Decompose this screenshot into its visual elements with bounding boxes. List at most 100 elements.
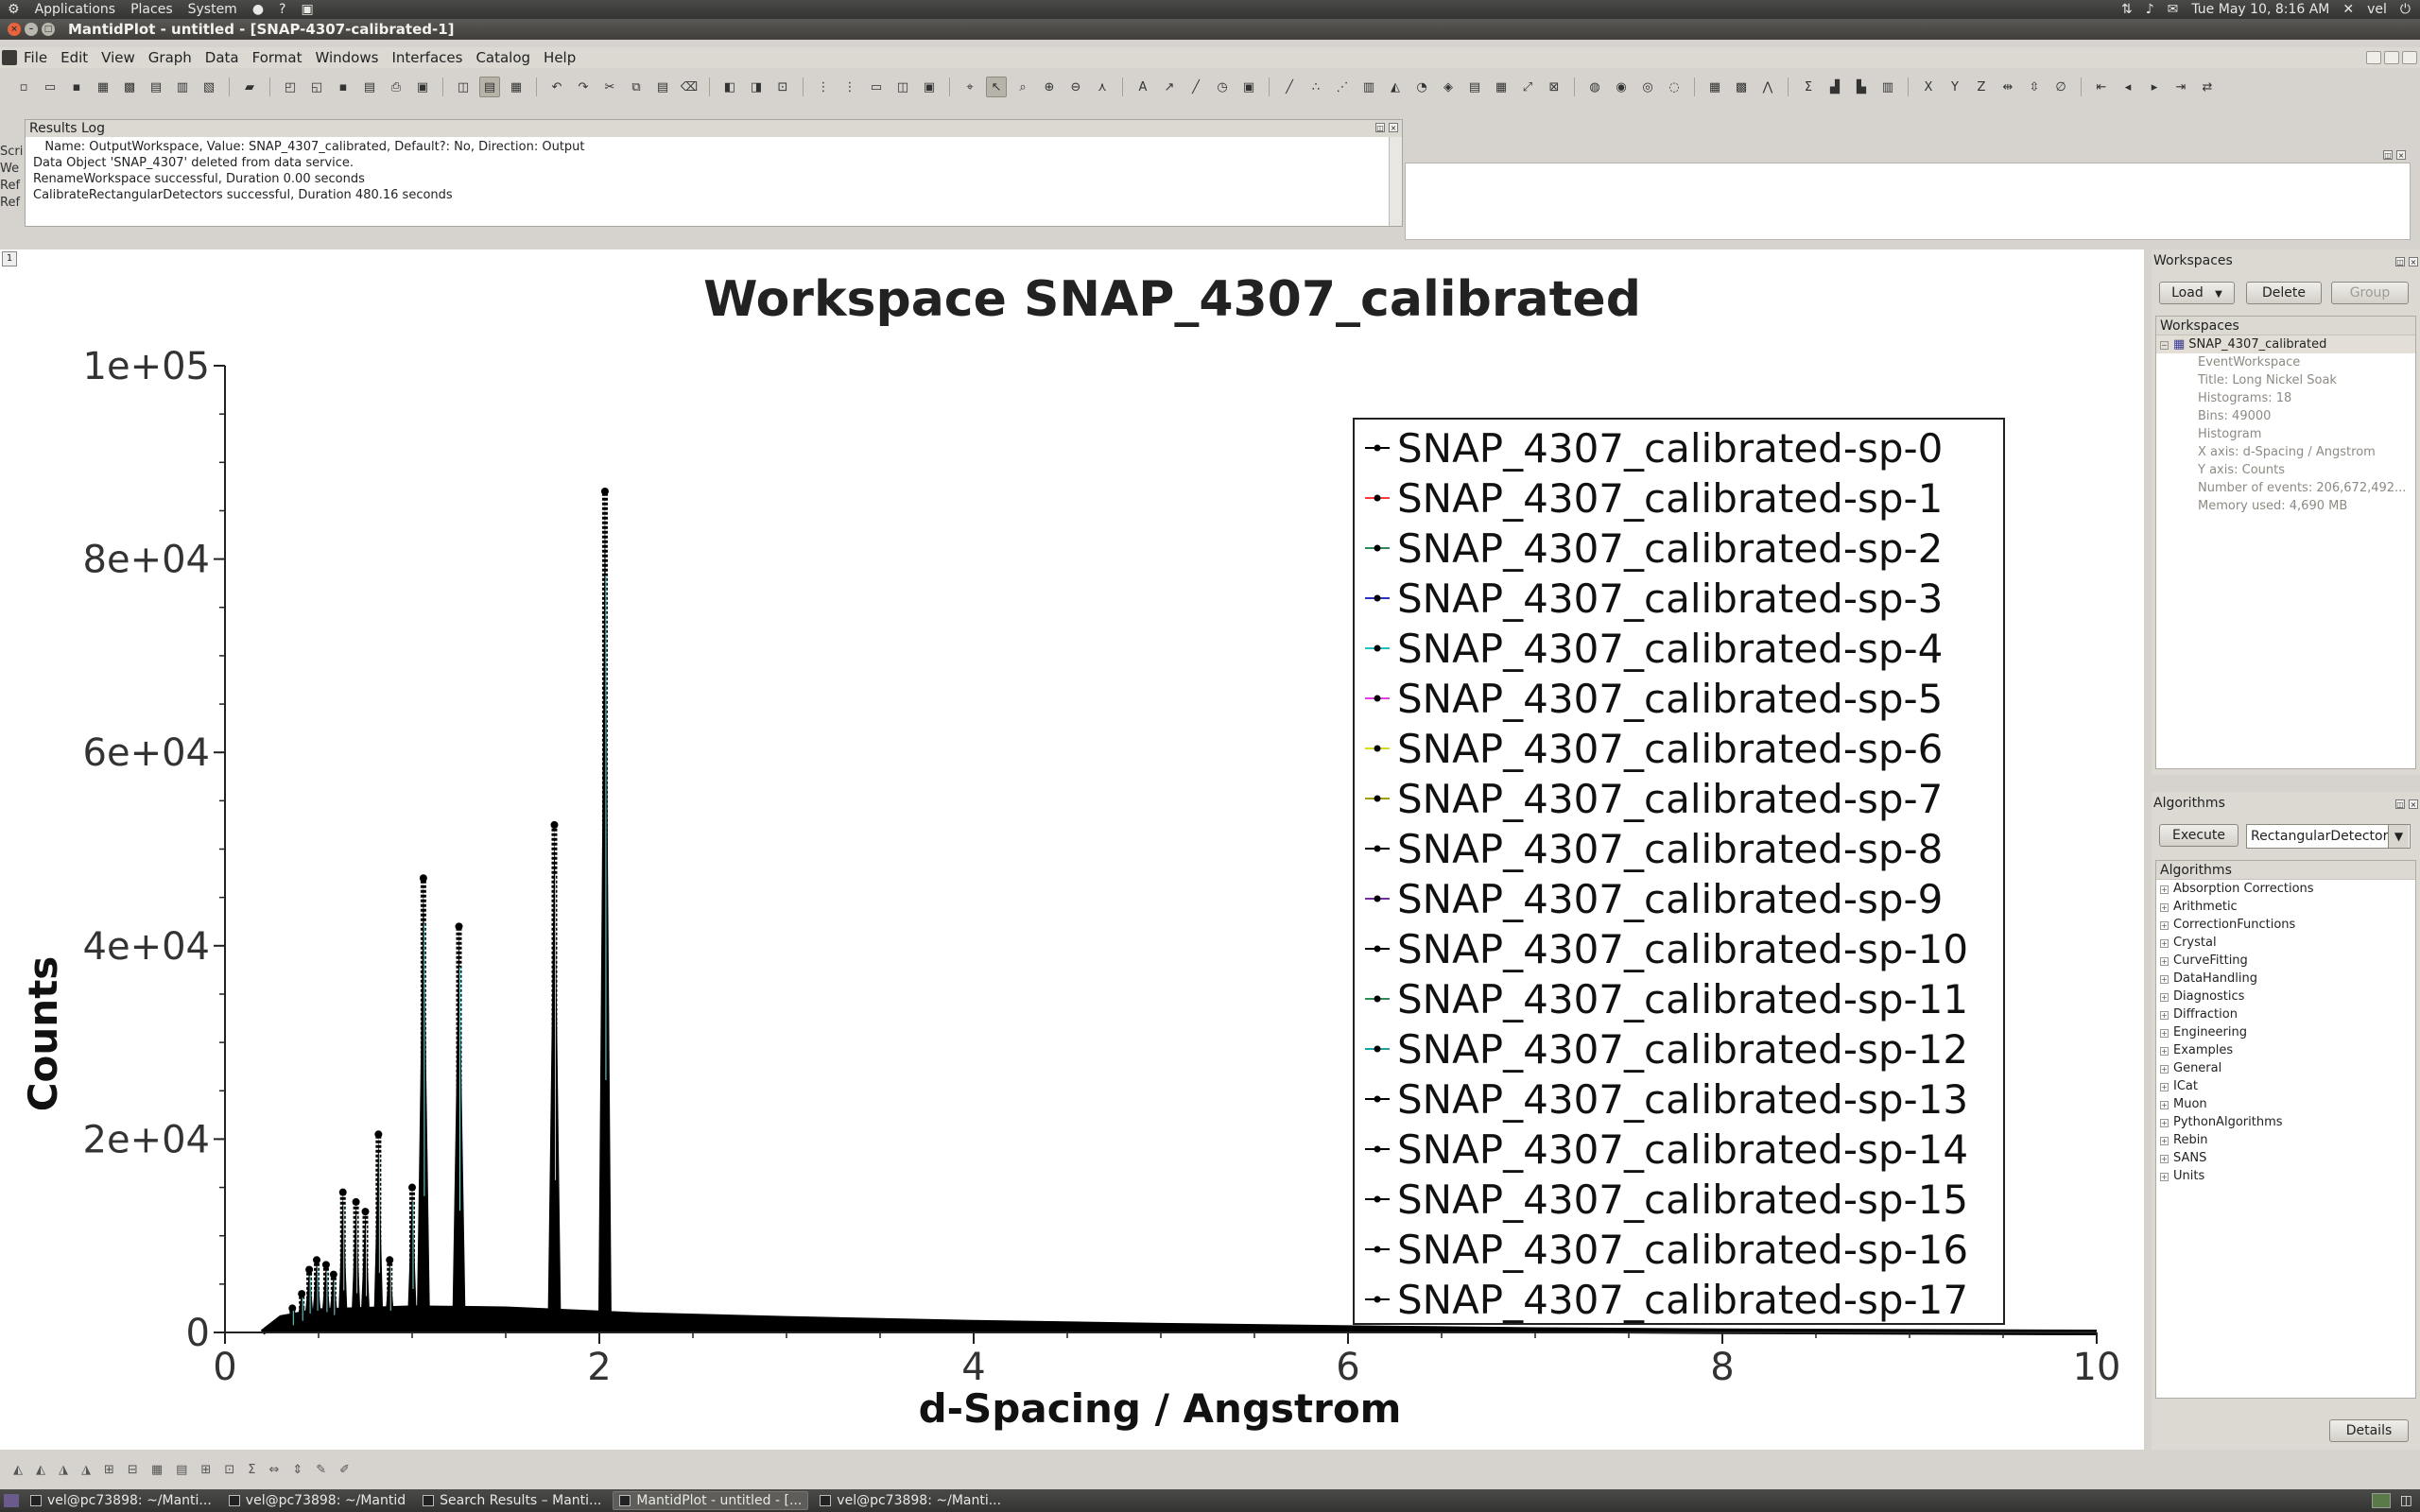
plot-3d-mesh-icon[interactable]: ◮ [81,1462,91,1477]
window-close-button[interactable]: × [8,23,21,36]
menu-file[interactable]: File [24,49,48,66]
algorithm-category[interactable]: + CorrectionFunctions [2156,916,2415,934]
plot-line-icon[interactable]: ╱ [1286,79,1293,94]
mdi-restore-button[interactable] [2384,51,2399,64]
help-launcher-icon[interactable]: ? [279,2,286,17]
save-as-icon[interactable]: ▪ [338,79,348,94]
plot-box-icon[interactable]: ⊠ [1548,79,1560,94]
sum-icon[interactable]: Σ [1804,79,1813,94]
plot-pie-icon[interactable]: ◔ [1416,79,1427,94]
set-x-column-icon[interactable]: X [1924,79,1933,94]
set-x-error-icon[interactable]: ⇹ [2002,79,2014,94]
power-icon[interactable]: ⏻ [2399,2,2411,17]
script-float-icon[interactable]: ◫ [2383,150,2393,160]
print-setup-icon[interactable]: ▤ [363,79,376,94]
row-stats-icon[interactable]: ▙ [1857,79,1866,94]
disregard-column-icon[interactable]: ∅ [2055,79,2066,94]
expand-icon[interactable]: + [2160,885,2169,894]
menu-edit[interactable]: Edit [60,49,89,66]
terminal-launcher-icon[interactable]: ▣ [301,2,314,17]
gnome-foot-icon[interactable]: ⚙ [8,2,20,17]
plot-3d-points-icon[interactable]: ⊞ [104,1462,114,1477]
reset-icon[interactable]: ✐ [339,1462,351,1477]
console-icon[interactable]: ▦ [510,79,523,94]
import-ascii-icon[interactable]: ◱ [310,79,323,94]
algorithm-category[interactable]: + ICat [2156,1077,2415,1095]
open-project-icon[interactable]: ▭ [43,79,57,94]
menu-interfaces[interactable]: Interfaces [391,49,463,66]
plot-columns-icon[interactable]: ▥ [1881,79,1894,94]
algorithm-search-dropdown-icon[interactable]: ▼ [2388,825,2409,848]
taskbar-item[interactable]: vel@pc73898: ~/Manti... [25,1491,217,1510]
algorithm-tree[interactable]: Algorithms + Absorption Corrections + Arith… [2155,860,2416,1399]
undo-icon[interactable]: ↶ [551,79,562,94]
clock-icon[interactable]: ◷ [1217,79,1228,94]
last-icon[interactable]: ⇥ [2175,79,2187,94]
results-log-text[interactable]: Name: OutputWorkspace, Value: SNAP_4307_… [26,137,1402,205]
workspace-item[interactable]: − ▦ SNAP_4307_calibrated [2156,335,2415,353]
plot-surface-icon[interactable]: ⋀ [1762,79,1773,94]
add-function-icon[interactable]: ⋮ [843,79,856,94]
menu-graph[interactable]: Graph [147,49,192,66]
algorithm-category[interactable]: + Arithmetic [2156,898,2415,916]
algorithm-category[interactable]: + Examples [2156,1041,2415,1059]
plot-3d-icon[interactable]: ◈ [1443,79,1453,94]
plot-area-icon[interactable]: ◭ [1391,79,1400,94]
algorithms-float-icon[interactable]: ◫ [2395,799,2405,809]
expand-icon[interactable]: + [2160,957,2169,966]
expand-icon[interactable]: + [2160,1137,2169,1145]
plot-vector-icon[interactable]: ⤢ [1522,79,1533,94]
algorithm-category[interactable]: + Absorption Corrections [2156,880,2415,898]
script-close-icon[interactable]: × [2396,150,2406,160]
export-pdf-icon[interactable]: ▣ [416,79,429,94]
results-log-float-icon[interactable]: ◫ [1375,123,1385,132]
menu-data[interactable]: Data [204,49,239,66]
algorithms-close-icon[interactable]: × [2409,799,2418,809]
matrix-icon[interactable]: ▦ [150,1462,164,1477]
new-function-icon[interactable]: ▧ [202,79,216,94]
workspaces-close-icon[interactable]: × [2409,257,2418,266]
paste-icon[interactable]: ▤ [656,79,669,94]
frame-icon[interactable]: ⇔ [268,1462,280,1477]
print-icon[interactable]: ⎙ [390,79,402,94]
expand-icon[interactable]: + [2160,1155,2169,1163]
set-y-column-icon[interactable]: Y [1951,79,1959,94]
legend-icon[interactable]: ▭ [870,79,883,94]
plot-3d-hidden-line-icon[interactable]: ◭ [36,1462,45,1477]
algorithm-category[interactable]: + Muon [2156,1095,2415,1113]
expand-icon[interactable]: + [2160,1011,2169,1020]
new-note-icon[interactable]: ▤ [149,79,163,94]
applications-menu[interactable]: Applications [34,2,116,17]
plot-3d-bars-icon[interactable]: ◉ [1616,79,1627,94]
save-project-icon[interactable]: ▪ [72,79,81,94]
zoom-out-icon[interactable]: ⊖ [1070,79,1081,94]
mail-icon[interactable]: ✉ [2167,2,2179,17]
algorithm-category[interactable]: + Rebin [2156,1131,2415,1149]
expand-icon[interactable]: + [2160,1173,2169,1181]
algorithm-category[interactable]: + Units [2156,1167,2415,1185]
previous-icon[interactable]: ◂ [2124,79,2132,94]
redo-icon[interactable]: ↷ [578,79,589,94]
execute-button[interactable]: Execute [2159,824,2238,847]
perspective-icon[interactable]: ✎ [316,1462,327,1477]
expand-icon[interactable]: + [2160,993,2169,1002]
add-layer-icon[interactable]: ◧ [723,79,736,94]
results-log-scrollbar[interactable] [1389,137,1402,226]
sum-icon[interactable]: Σ [248,1462,256,1477]
arrow-tool-icon[interactable]: ↗ [1164,79,1175,94]
axes-icon[interactable]: ⊡ [224,1462,235,1477]
window-maximize-button[interactable]: □ [42,23,55,36]
algorithm-category[interactable]: + Crystal [2156,934,2415,952]
table-view-icon[interactable]: ▤ [176,1462,188,1477]
plot-vertical-bars-icon[interactable]: ▥ [1362,79,1375,94]
zoom-in-icon[interactable]: ⊕ [1044,79,1055,94]
peak-picker-icon[interactable]: ⋏ [1098,79,1107,94]
text-tool-icon[interactable]: A [1138,79,1148,94]
copy-icon[interactable]: ⧉ [631,79,641,94]
plot-contour-icon[interactable]: ▦ [1708,79,1721,94]
plot-3d-polygons-icon[interactable]: ◮ [59,1462,68,1477]
expand-icon[interactable]: + [2160,1101,2169,1109]
rescale-icon[interactable]: ⊡ [777,79,788,94]
open-file-icon[interactable]: ◰ [284,79,297,94]
algorithm-search-input[interactable]: RectangularDetectors [2246,824,2411,849]
